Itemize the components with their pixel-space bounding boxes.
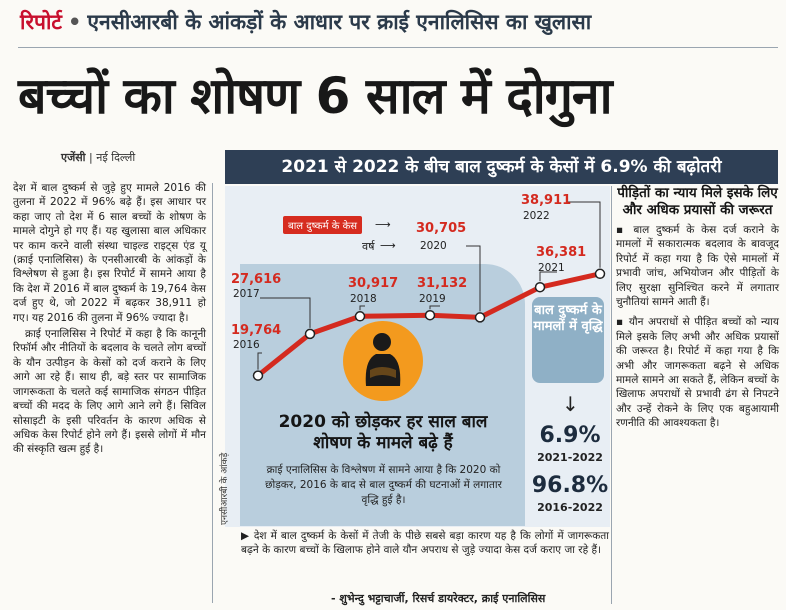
leader-line-2017 bbox=[260, 297, 311, 328]
leader-line-2018 bbox=[359, 305, 365, 311]
quote-source: - शुभेन्दु भट्टाचार्जी, रिसर्च डायरेक्टर… bbox=[331, 592, 546, 605]
year-legend-label: वर्ष bbox=[362, 240, 375, 253]
year-label-2021: 2021 bbox=[538, 262, 565, 274]
kicker-label: रिपोर्ट bbox=[20, 10, 62, 34]
growth-pct-2: 96.8% bbox=[531, 473, 609, 498]
right-column-title: पीड़ितों का न्याय मिले इसके लिए और अधिक … bbox=[617, 185, 778, 218]
right-column: पीड़ितों का न्याय मिले इसके लिए और अधिक … bbox=[616, 185, 779, 437]
right-divider bbox=[611, 186, 612, 604]
year-label-2022: 2022 bbox=[523, 210, 550, 222]
value-label-2018: 30,917 bbox=[348, 276, 399, 291]
value-label-2016: 19,764 bbox=[231, 323, 282, 338]
right-paragraph-2: ▪ यौन अपराधों से पीड़ित बच्चों को न्याय … bbox=[616, 316, 779, 430]
data-credit-vertical: एनसीआरबी के आंकड़े bbox=[220, 452, 230, 525]
value-label-2017: 27,616 bbox=[231, 272, 282, 287]
data-point-2018 bbox=[354, 311, 366, 322]
byline-place: नई दिल्ली bbox=[96, 151, 136, 164]
year-label-2017: 2017 bbox=[233, 288, 260, 300]
leader-line-2019 bbox=[429, 305, 440, 310]
growth-label-box: बाल दुष्कर्म के मामलों में वृद्धि bbox=[532, 297, 604, 383]
kicker: रिपोर्ट • एनसीआरबी के आंकड़ों के आधार पर क… bbox=[20, 10, 592, 34]
infographic-banner: 2021 से 2022 के बीच बाल दुष्कर्म के केसो… bbox=[225, 150, 778, 184]
panel-title: 2020 को छोड़कर हर साल बाल शोषण के मामले … bbox=[278, 412, 488, 453]
leader-line-2016 bbox=[257, 352, 262, 370]
growth-period-1: 2021-2022 bbox=[537, 451, 603, 464]
left-column: देश में बाल दुष्कर्म से जुड़े हुए मामले … bbox=[13, 181, 206, 459]
leader-line-2021 bbox=[539, 271, 557, 282]
data-point-2016 bbox=[252, 370, 264, 381]
quote-text: ▶ देश में बाल दुष्कर्म के केसों में तेजी… bbox=[241, 530, 609, 557]
value-label-2021: 36,381 bbox=[536, 245, 587, 260]
year-label-2018: 2018 bbox=[350, 293, 377, 305]
data-point-2017 bbox=[304, 328, 316, 340]
right-paragraph-1: ▪ बाल दुष्कर्म के केस दर्ज कराने के मामल… bbox=[616, 224, 779, 309]
data-point-2022 bbox=[594, 268, 606, 280]
value-label-2022: 38,911 bbox=[521, 193, 572, 208]
data-point-2019 bbox=[424, 309, 436, 321]
left-paragraph-2: क्राई एनालिसिस ने रिपोर्ट में कहा है कि … bbox=[13, 328, 206, 456]
panel-body: क्राई एनालिसिस के विश्लेषण में सामने आया… bbox=[265, 464, 502, 506]
headline: बच्चों का शोषण 6 साल में दोगुना bbox=[18, 67, 613, 125]
year-label-2020: 2020 bbox=[420, 240, 447, 252]
left-paragraph-1: देश में बाल दुष्कर्म से जुड़े हुए मामले … bbox=[13, 182, 206, 324]
value-label-2020: 30,705 bbox=[416, 221, 467, 236]
byline-agency: एजेंसी bbox=[61, 151, 86, 164]
value-label-2019: 31,132 bbox=[417, 276, 468, 291]
data-point-2020 bbox=[474, 312, 486, 323]
byline: एजेंसी | नई दिल्ली bbox=[61, 151, 136, 164]
growth-period-2: 2016-2022 bbox=[537, 501, 603, 514]
growth-pct-1: 6.9% bbox=[539, 423, 601, 448]
leader-line-2022 bbox=[566, 201, 601, 268]
column-divider bbox=[212, 183, 213, 603]
year-label-2016: 2016 bbox=[233, 339, 260, 351]
case-legend-pill: बाल दुष्कर्म के केस bbox=[283, 216, 363, 234]
down-arrow-icon: ↓ bbox=[562, 392, 579, 416]
child-silhouette-icon bbox=[343, 321, 423, 401]
kicker-text: एनसीआरबी के आंकड़ों के आधार पर क्राई एना… bbox=[87, 10, 592, 34]
case-legend-arrow: ⟶ bbox=[375, 218, 391, 231]
data-point-2021 bbox=[534, 281, 546, 293]
trend-points bbox=[252, 268, 606, 381]
header-rule bbox=[18, 47, 778, 48]
year-legend-arrow: ⟶ bbox=[380, 239, 396, 252]
leader-line-2020 bbox=[466, 245, 481, 312]
year-label-2019: 2019 bbox=[419, 293, 446, 305]
